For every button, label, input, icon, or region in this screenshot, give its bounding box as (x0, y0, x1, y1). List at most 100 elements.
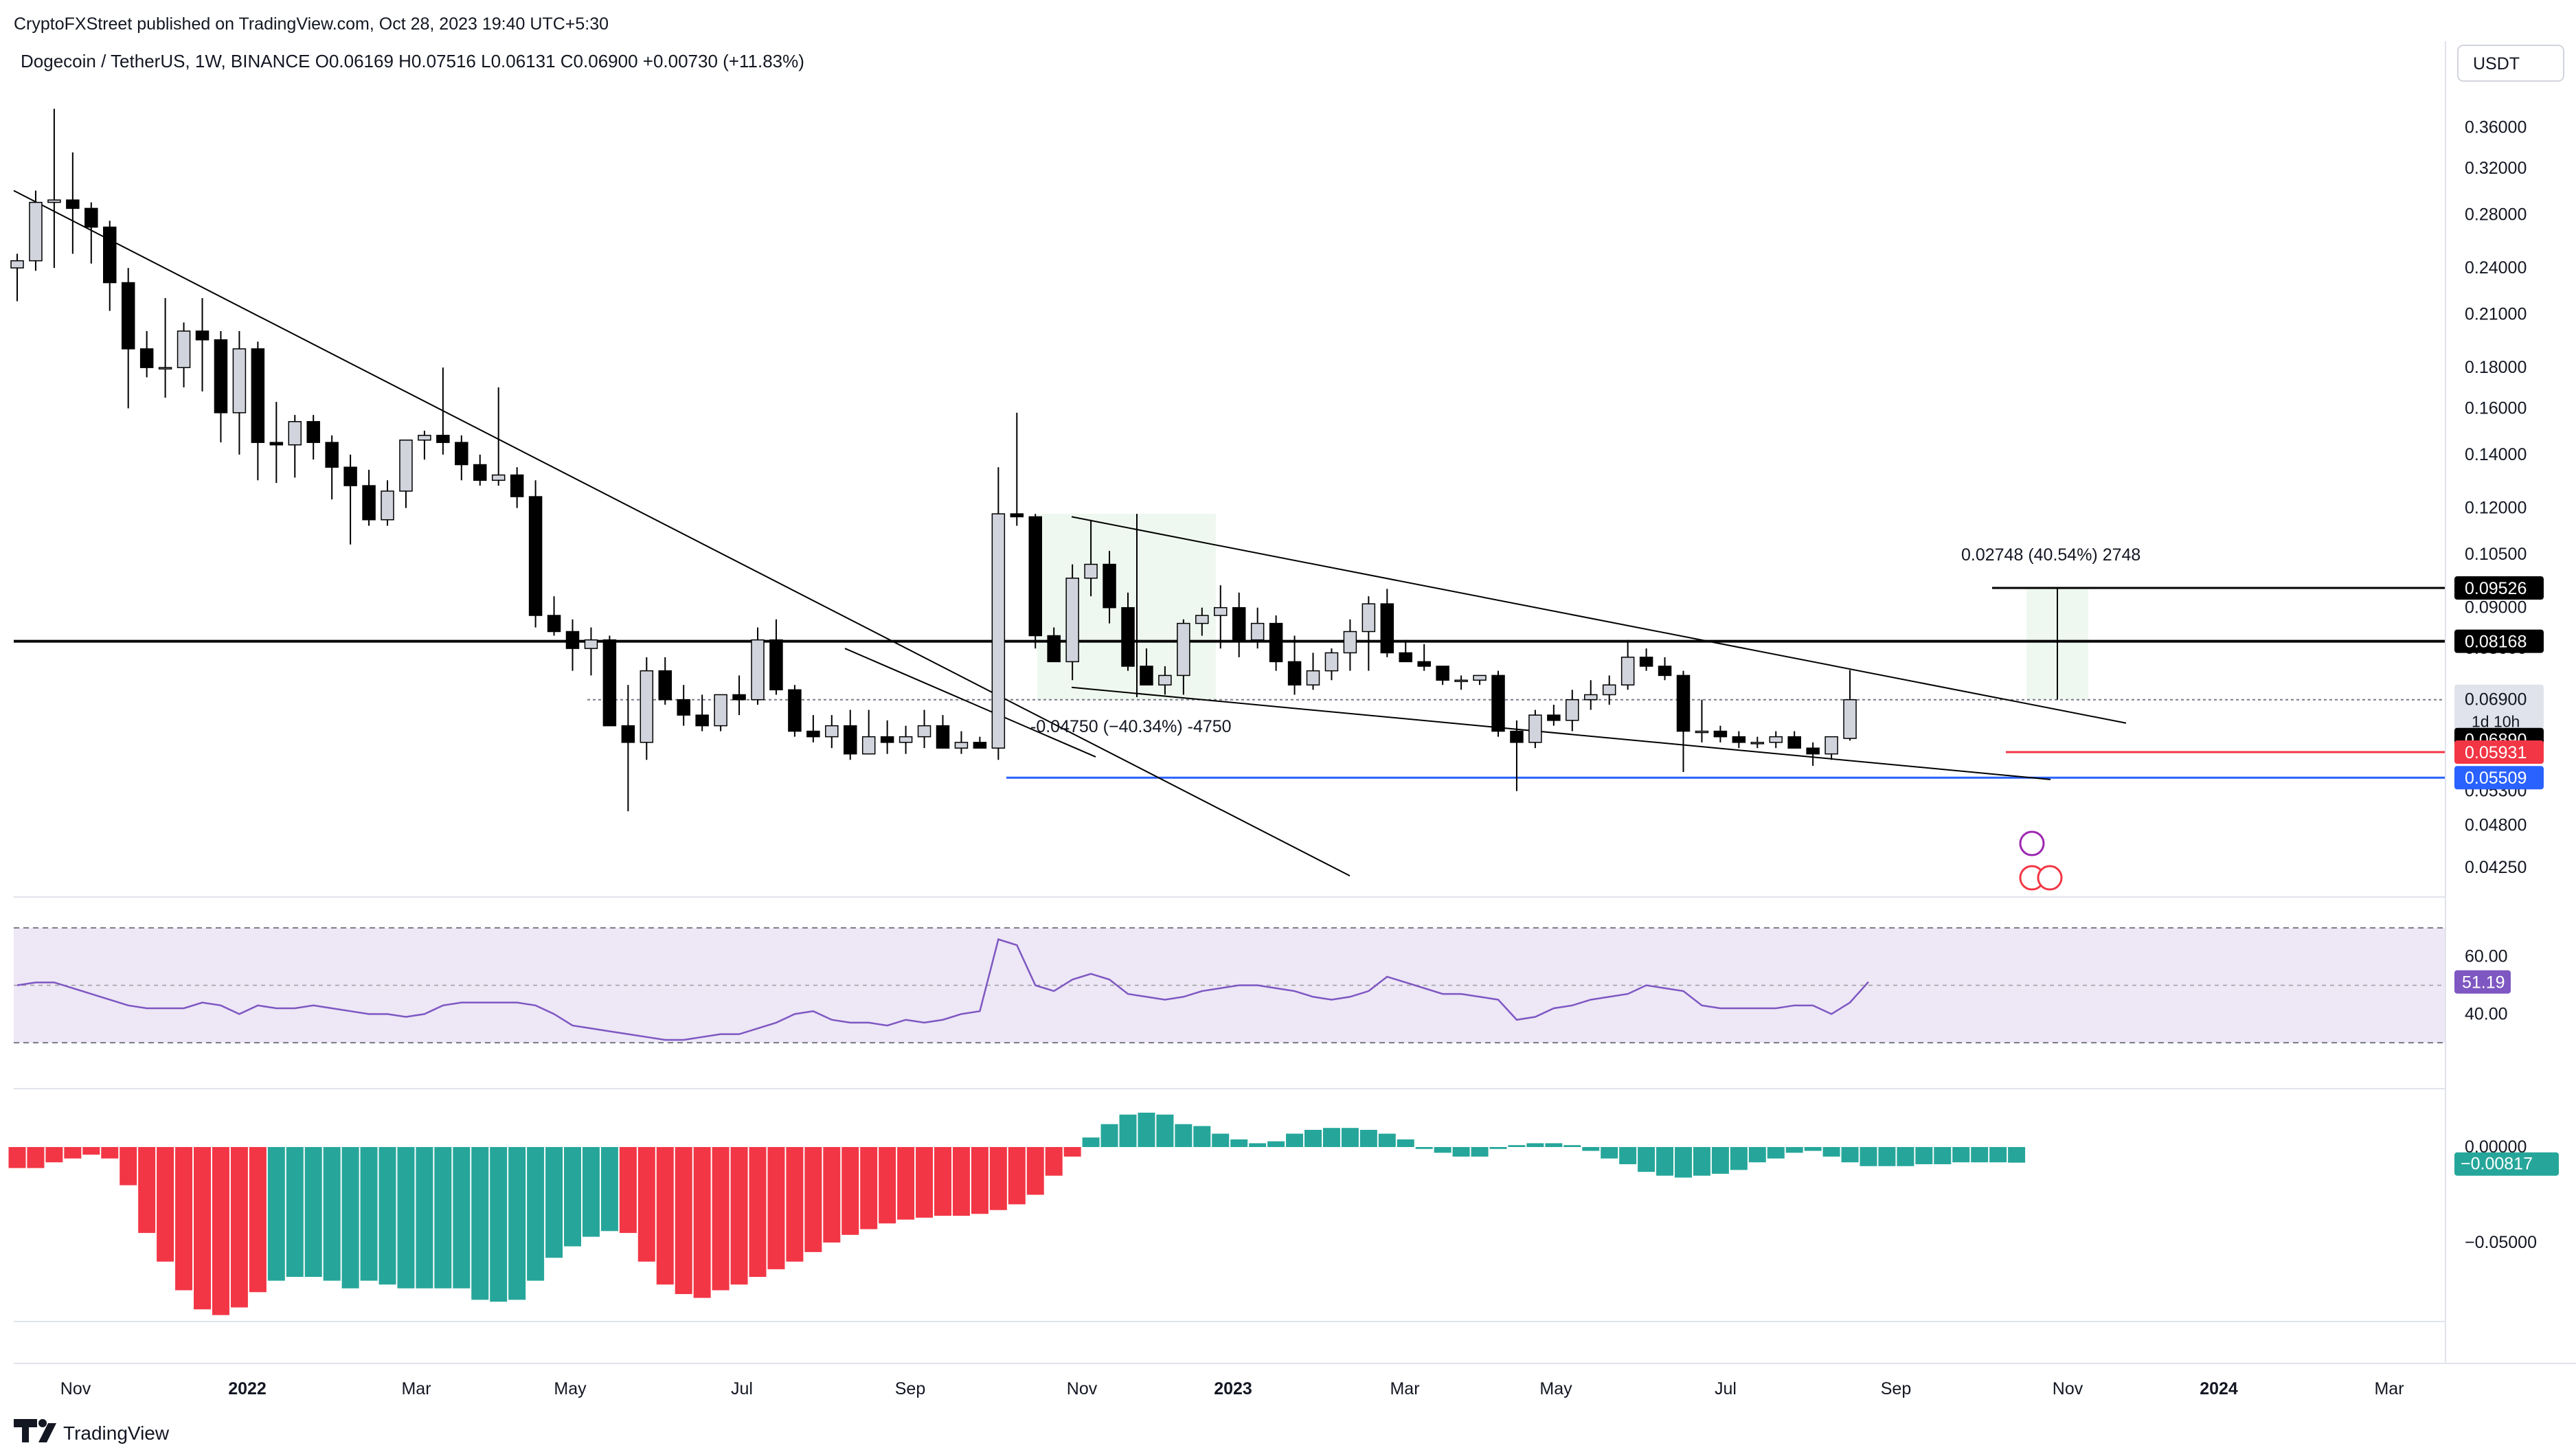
candle[interactable] (121, 282, 135, 350)
candle[interactable] (528, 496, 543, 616)
time-axis[interactable]: Nov 2022 Mar May Jul Sep Nov 2023 Mar May Jul Sep No… (14, 1363, 2576, 1398)
candle[interactable] (861, 736, 876, 755)
candle[interactable] (1584, 694, 1598, 701)
candle[interactable] (806, 730, 820, 738)
candle[interactable] (10, 260, 24, 269)
candle[interactable] (1380, 603, 1394, 654)
candle[interactable] (1676, 674, 1691, 732)
wedge-lower-trendline[interactable] (1071, 686, 2051, 780)
candle[interactable] (269, 442, 284, 446)
candle[interactable] (1528, 714, 1542, 743)
candle[interactable] (1620, 657, 1635, 685)
candle[interactable] (917, 725, 931, 738)
candle[interactable] (899, 736, 913, 743)
candle[interactable] (1177, 622, 1190, 677)
candle[interactable] (1158, 674, 1172, 685)
candle[interactable] (1639, 657, 1653, 667)
candle[interactable] (936, 725, 950, 749)
tradingview-logo[interactable]: TradingView (14, 1419, 170, 1444)
histogram-pane[interactable]: 0.00000−0.05000−0.00817 (8, 1112, 2560, 1322)
candle[interactable] (547, 615, 561, 633)
candle[interactable] (1399, 652, 1412, 663)
candle[interactable] (695, 714, 709, 727)
candle[interactable] (510, 474, 524, 497)
candle[interactable] (1750, 742, 1765, 745)
candle[interactable] (232, 348, 247, 413)
candle[interactable] (880, 736, 894, 743)
candle[interactable] (1269, 622, 1283, 663)
candle[interactable] (158, 367, 172, 370)
candle[interactable] (1491, 674, 1505, 732)
candle[interactable] (1695, 730, 1709, 734)
candle[interactable] (1806, 747, 1820, 755)
candle[interactable] (640, 670, 654, 743)
candle[interactable] (66, 199, 80, 209)
candle[interactable] (788, 689, 802, 732)
candle[interactable] (1566, 699, 1579, 721)
candle[interactable] (1084, 563, 1098, 579)
candle[interactable] (84, 207, 98, 228)
candle[interactable] (473, 464, 487, 481)
candle[interactable] (47, 199, 61, 203)
candle[interactable] (1510, 730, 1524, 743)
candle[interactable] (732, 694, 746, 701)
candle[interactable] (1769, 736, 1783, 743)
price-pane[interactable]: 0.02748 (40.54%) 2748 -0.04750 (−40.34%) … (10, 109, 2445, 898)
candle[interactable] (251, 348, 265, 443)
candle[interactable] (825, 725, 839, 738)
candle[interactable] (621, 725, 635, 743)
candle[interactable] (1065, 578, 1079, 663)
candle[interactable] (491, 474, 506, 481)
candle[interactable] (1547, 714, 1561, 721)
candle[interactable] (436, 435, 450, 443)
rsi-line[interactable] (16, 938, 1869, 1041)
rsi-pane[interactable]: 60.00 40.00 51.19 (14, 927, 2511, 1089)
candle[interactable] (991, 513, 1006, 749)
candle[interactable] (325, 442, 339, 468)
candle[interactable] (1250, 622, 1265, 641)
candle[interactable] (1121, 606, 1135, 667)
candle[interactable] (455, 442, 468, 466)
candle[interactable] (769, 639, 783, 691)
candle[interactable] (844, 725, 857, 755)
candle[interactable] (1843, 699, 1857, 739)
candle[interactable] (1232, 606, 1246, 641)
candle[interactable] (343, 466, 357, 486)
candle[interactable] (1287, 661, 1302, 685)
candle[interactable] (29, 201, 43, 262)
candle[interactable] (751, 639, 765, 701)
candle[interactable] (1713, 730, 1728, 738)
candle[interactable] (1214, 606, 1228, 616)
price-axis[interactable]: 0.36000 0.32000 0.28000 0.24000 0.21000 0.180… (2445, 41, 2544, 1363)
candle[interactable] (1343, 631, 1357, 654)
candle[interactable] (1028, 516, 1042, 637)
candle[interactable] (103, 226, 117, 284)
candle[interactable] (714, 694, 727, 727)
candle[interactable] (602, 639, 617, 727)
candle[interactable] (1140, 666, 1153, 685)
candle[interactable] (399, 439, 413, 492)
candle[interactable] (565, 631, 580, 649)
candle[interactable] (584, 639, 598, 649)
candle[interactable] (1436, 666, 1449, 681)
candle[interactable] (1103, 563, 1116, 609)
descending-trendline[interactable] (13, 190, 1351, 876)
candle[interactable] (1602, 684, 1616, 696)
candle[interactable] (1732, 736, 1746, 743)
candle[interactable] (1454, 679, 1468, 683)
candle[interactable] (139, 348, 154, 368)
candle[interactable] (954, 742, 969, 749)
candle[interactable] (1195, 615, 1209, 624)
candle[interactable] (658, 670, 672, 701)
us-flag-icon[interactable] (2037, 865, 2063, 891)
candle[interactable] (973, 742, 987, 749)
candle[interactable] (1473, 674, 1487, 681)
candle[interactable] (381, 490, 394, 521)
candle[interactable] (1787, 736, 1801, 749)
candle[interactable] (1417, 661, 1431, 667)
lightning-icon[interactable] (2019, 830, 2045, 857)
candle[interactable] (1362, 603, 1376, 633)
candle[interactable] (1324, 652, 1339, 672)
candle[interactable] (288, 421, 302, 446)
